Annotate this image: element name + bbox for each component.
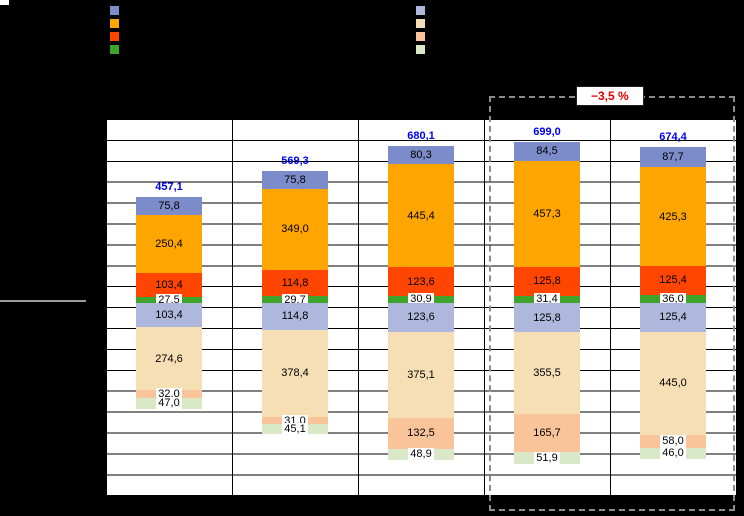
- segment-value-label: 123,6: [407, 311, 435, 324]
- segment-value-label: 378,4: [281, 367, 309, 380]
- bar-segment-orange: 425,3: [640, 167, 706, 266]
- bar-segment-periwinkle: 80,3: [388, 145, 454, 165]
- delta-annotation: −3,5 %: [576, 86, 644, 106]
- segment-value-label: 80,3: [410, 149, 432, 162]
- segment-value-label: 349,0: [281, 223, 309, 236]
- segment-value-label: 114,8: [281, 276, 309, 289]
- segment-value-label: 47,0: [156, 397, 182, 410]
- series-peach-swatch: [416, 32, 425, 41]
- bar-segment-cream: 445,0: [640, 331, 706, 435]
- segment-value-label: 445,4: [407, 209, 435, 222]
- bar-total-label: 569,3: [281, 155, 309, 168]
- bar-segment-light-green: 48,9: [388, 448, 454, 461]
- legend-item-series-periwinkle: [110, 6, 125, 15]
- bar-segment-green: 29,7: [262, 293, 328, 306]
- bar-segment-periwinkle: 75,8: [262, 171, 328, 189]
- series-cream-swatch: [416, 19, 425, 28]
- segment-value-label: 45,1: [282, 423, 308, 436]
- segment-value-label: 375,1: [407, 368, 435, 381]
- bar-total-label: 680,1: [407, 129, 435, 142]
- legend-item-series-cream: [416, 19, 431, 28]
- segment-value-label: 114,8: [281, 310, 309, 323]
- segment-value-label: 132,5: [407, 427, 435, 440]
- series-orange-swatch: [110, 19, 119, 28]
- series-light-green-swatch: [416, 45, 425, 54]
- segment-value-label: 274,6: [155, 352, 183, 365]
- bar-segment-light-periwinkle: 123,6: [388, 303, 454, 332]
- corner-artifact: [0, 0, 9, 5]
- segment-value-label: 103,4: [155, 278, 183, 291]
- bar-segment-orangered: 103,4: [136, 272, 202, 297]
- bar-segment-orange: 250,4: [136, 214, 202, 273]
- segment-value-label: 75,8: [158, 200, 180, 213]
- bar-segment-cream: 375,1: [388, 331, 454, 419]
- legend-item-series-peach: [416, 32, 431, 41]
- legend-item-series-orange: [110, 19, 125, 28]
- legend-item-series-light-green: [416, 45, 431, 54]
- bar-segment-orange: 349,0: [262, 189, 328, 270]
- bar-segment-orangered: 123,6: [388, 267, 454, 296]
- bar-segment-light-periwinkle: 114,8: [262, 303, 328, 330]
- bar-segment-peach: 31,0: [262, 414, 328, 427]
- series-light-periwinkle-swatch: [416, 6, 425, 15]
- series-green-swatch: [110, 45, 119, 54]
- bar-segment-light-periwinkle: 103,4: [136, 303, 202, 327]
- bar-segment-peach: 32,0: [136, 388, 202, 400]
- bar-segment-green: 30,9: [388, 293, 454, 306]
- plot-area: 457,1 75,8 250,4 103,4 27,5 103,4 274,6 32,0 47,…: [105, 118, 737, 496]
- series-orangered-swatch: [110, 32, 119, 41]
- segment-value-label: 103,4: [155, 308, 183, 321]
- bar-segment-light-green: 45,1: [262, 423, 328, 436]
- bar-segment-orange: 445,4: [388, 164, 454, 268]
- legend-left: [110, 6, 125, 54]
- highlight-dashed-box: [489, 96, 735, 511]
- bar-segment-orangered: 114,8: [262, 269, 328, 297]
- segment-value-label: 75,8: [284, 174, 306, 187]
- bar-total-label: 674,4: [659, 131, 687, 144]
- bar-segment-periwinkle: 75,8: [136, 197, 202, 215]
- segment-value-label: 250,4: [155, 237, 183, 250]
- bar-segment-peach: 132,5: [388, 418, 454, 449]
- legend-item-series-orangered: [110, 32, 125, 41]
- legend-item-series-light-periwinkle: [416, 6, 431, 15]
- bar-total-label: 457,1: [155, 181, 183, 194]
- series-periwinkle-swatch: [110, 6, 119, 15]
- bar-segment-cream: 274,6: [136, 326, 202, 391]
- legend-item-series-green: [110, 45, 125, 54]
- legend-right: [416, 6, 431, 54]
- bar-segment-light-green: 47,0: [136, 397, 202, 410]
- bar-total-label: 699,0: [533, 125, 561, 138]
- axis-zero-line: [0, 300, 86, 302]
- bar-segment-cream: 355,5: [514, 332, 580, 415]
- segment-value-label: 123,6: [407, 275, 435, 288]
- bar-segment-cream: 378,4: [262, 329, 328, 417]
- segment-value-label: 48,9: [408, 448, 434, 461]
